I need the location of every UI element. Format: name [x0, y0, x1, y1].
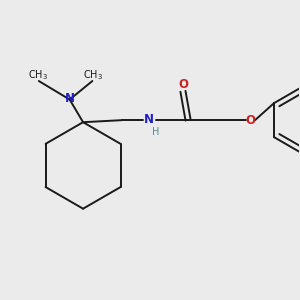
Text: CH$_3$: CH$_3$	[83, 68, 103, 82]
Text: O: O	[245, 114, 255, 127]
Text: CH$_3$: CH$_3$	[28, 68, 48, 82]
Text: O: O	[178, 78, 188, 91]
Text: H: H	[152, 128, 160, 137]
Text: N: N	[144, 112, 154, 126]
Text: N: N	[65, 92, 75, 104]
